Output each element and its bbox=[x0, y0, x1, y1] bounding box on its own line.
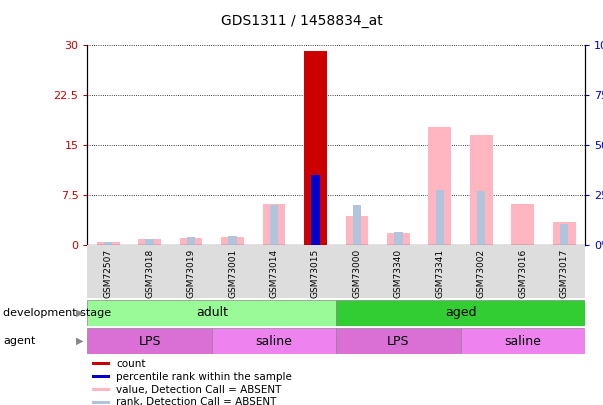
Bar bbox=[511, 204, 534, 245]
Bar bbox=[560, 224, 568, 245]
Text: GSM73018: GSM73018 bbox=[145, 249, 154, 298]
Text: count: count bbox=[116, 358, 146, 369]
Bar bbox=[212, 328, 336, 354]
Text: adult: adult bbox=[196, 306, 228, 320]
Bar bbox=[543, 245, 585, 298]
Text: GSM73002: GSM73002 bbox=[477, 249, 486, 298]
Bar bbox=[419, 245, 461, 298]
Text: GSM73019: GSM73019 bbox=[186, 249, 195, 298]
Bar bbox=[435, 190, 444, 245]
Bar bbox=[394, 232, 402, 245]
Bar bbox=[387, 233, 410, 245]
Bar bbox=[477, 191, 485, 245]
Bar bbox=[180, 238, 203, 245]
Bar bbox=[295, 245, 336, 298]
Text: GSM73014: GSM73014 bbox=[270, 249, 279, 298]
Text: GSM72507: GSM72507 bbox=[104, 249, 113, 298]
Bar bbox=[92, 375, 110, 378]
Text: saline: saline bbox=[504, 335, 541, 348]
Bar bbox=[353, 205, 361, 245]
Bar bbox=[138, 239, 161, 245]
Bar bbox=[304, 51, 327, 245]
Text: ▶: ▶ bbox=[77, 336, 84, 346]
Bar bbox=[145, 239, 154, 245]
Bar bbox=[87, 300, 336, 326]
Text: GSM73340: GSM73340 bbox=[394, 249, 403, 298]
Bar bbox=[470, 135, 493, 245]
Text: GDS1311 / 1458834_at: GDS1311 / 1458834_at bbox=[221, 14, 382, 28]
Bar bbox=[346, 216, 368, 245]
Bar bbox=[92, 362, 110, 365]
Bar bbox=[87, 245, 129, 298]
Text: GSM73017: GSM73017 bbox=[560, 249, 569, 298]
Text: GSM73015: GSM73015 bbox=[311, 249, 320, 298]
Bar bbox=[377, 245, 419, 298]
Bar bbox=[170, 245, 212, 298]
Text: GSM73001: GSM73001 bbox=[228, 249, 237, 298]
Bar bbox=[311, 175, 320, 245]
Text: GSM73016: GSM73016 bbox=[518, 249, 527, 298]
Text: saline: saline bbox=[256, 335, 292, 348]
Bar bbox=[253, 245, 295, 298]
Text: GSM73341: GSM73341 bbox=[435, 249, 444, 298]
Text: rank, Detection Call = ABSENT: rank, Detection Call = ABSENT bbox=[116, 397, 277, 405]
Bar bbox=[553, 222, 576, 245]
Bar bbox=[104, 242, 112, 245]
Bar bbox=[270, 205, 278, 245]
Text: LPS: LPS bbox=[138, 335, 161, 348]
Text: ▶: ▶ bbox=[77, 308, 84, 318]
Text: GSM73000: GSM73000 bbox=[352, 249, 361, 298]
Bar bbox=[96, 243, 119, 245]
Bar bbox=[428, 127, 451, 245]
Bar bbox=[212, 245, 253, 298]
Bar bbox=[461, 328, 585, 354]
Bar bbox=[87, 328, 212, 354]
Bar bbox=[221, 237, 244, 245]
Text: agent: agent bbox=[3, 336, 36, 346]
Text: development stage: development stage bbox=[3, 308, 111, 318]
Bar bbox=[262, 204, 285, 245]
Bar bbox=[336, 328, 461, 354]
Bar bbox=[502, 245, 543, 298]
Bar bbox=[92, 401, 110, 404]
Text: value, Detection Call = ABSENT: value, Detection Call = ABSENT bbox=[116, 385, 282, 395]
Text: aged: aged bbox=[445, 306, 476, 320]
Bar bbox=[229, 236, 236, 245]
Bar bbox=[336, 245, 377, 298]
Bar bbox=[129, 245, 170, 298]
Bar bbox=[187, 237, 195, 245]
Bar bbox=[336, 300, 585, 326]
Text: LPS: LPS bbox=[387, 335, 409, 348]
Bar bbox=[461, 245, 502, 298]
Text: percentile rank within the sample: percentile rank within the sample bbox=[116, 372, 292, 382]
Bar bbox=[92, 388, 110, 391]
